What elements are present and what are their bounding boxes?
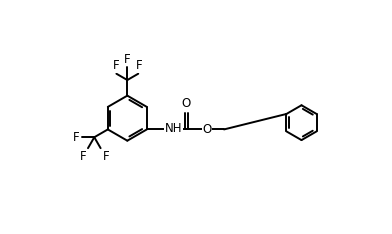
Text: O: O: [181, 97, 191, 110]
Text: F: F: [73, 131, 79, 144]
Text: F: F: [136, 59, 142, 72]
Text: F: F: [113, 59, 119, 72]
Text: F: F: [80, 150, 86, 163]
Text: F: F: [102, 150, 109, 163]
Text: NH: NH: [165, 122, 182, 135]
Text: F: F: [124, 53, 131, 66]
Text: O: O: [202, 123, 212, 136]
